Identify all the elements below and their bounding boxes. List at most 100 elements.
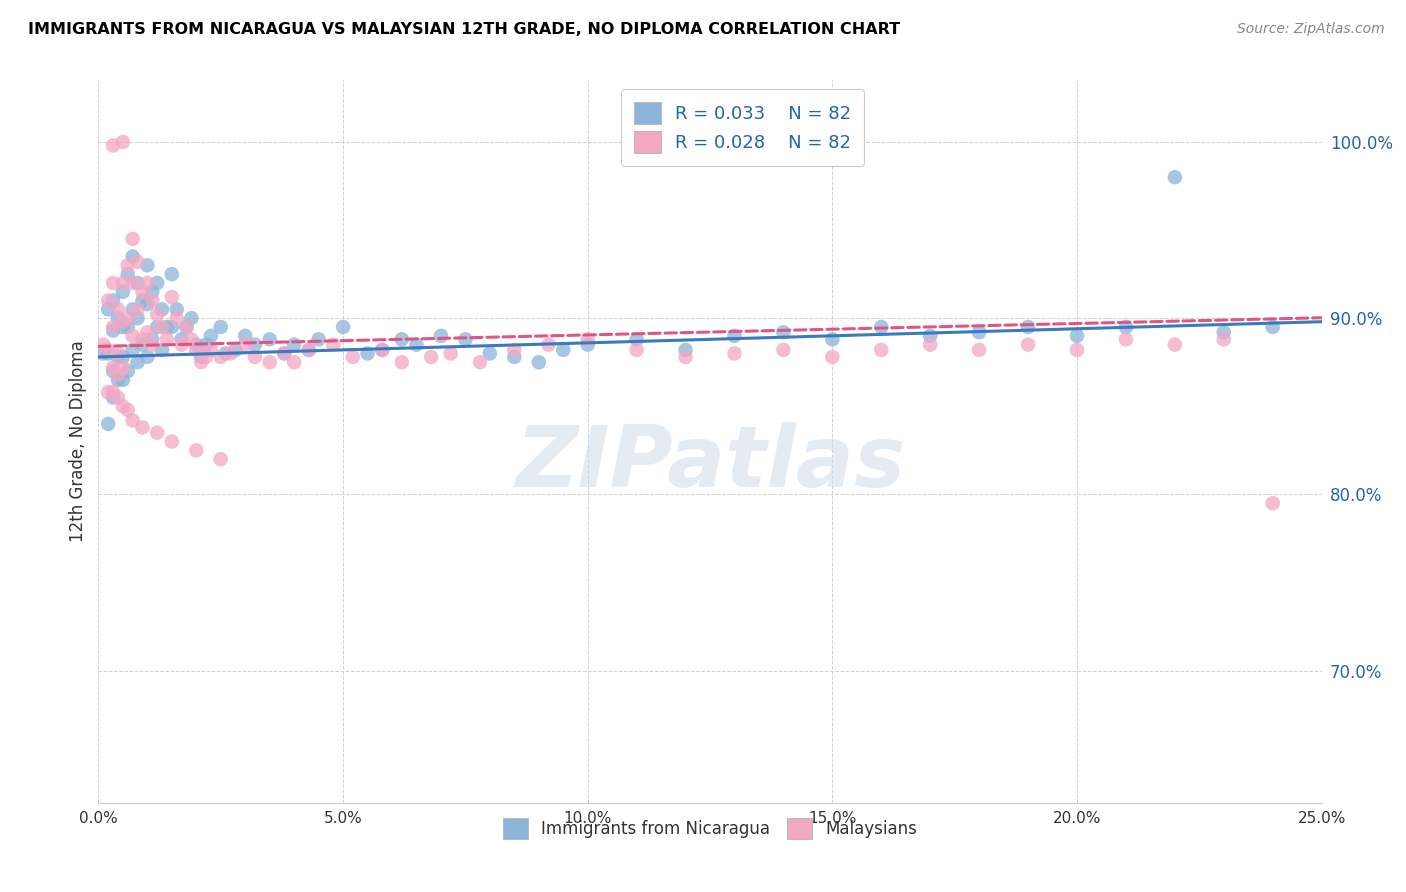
Point bbox=[111, 320, 134, 334]
Point bbox=[131, 293, 153, 308]
Point bbox=[224, 343, 246, 357]
Point bbox=[1261, 496, 1284, 510]
Point bbox=[127, 254, 149, 268]
Point bbox=[131, 332, 153, 346]
Point bbox=[101, 324, 124, 338]
Point bbox=[821, 350, 844, 364]
Point bbox=[111, 276, 134, 290]
Point bbox=[1115, 320, 1137, 334]
Point bbox=[121, 276, 143, 290]
Point bbox=[146, 425, 169, 440]
Point bbox=[503, 350, 526, 364]
Point bbox=[141, 293, 163, 308]
Point bbox=[332, 320, 354, 334]
Point bbox=[156, 320, 179, 334]
Point bbox=[553, 343, 575, 357]
Point bbox=[200, 343, 222, 357]
Point bbox=[440, 346, 463, 360]
Point bbox=[111, 373, 134, 387]
Point bbox=[527, 355, 550, 369]
Point bbox=[243, 350, 266, 364]
Point bbox=[121, 413, 143, 427]
Point bbox=[141, 332, 163, 346]
Point bbox=[537, 337, 560, 351]
Point bbox=[430, 328, 453, 343]
Point bbox=[107, 346, 129, 360]
Point bbox=[298, 343, 321, 357]
Point bbox=[478, 346, 501, 360]
Point bbox=[1066, 343, 1088, 357]
Point bbox=[273, 346, 295, 360]
Point bbox=[91, 346, 114, 360]
Point bbox=[141, 337, 163, 351]
Point bbox=[1066, 328, 1088, 343]
Point bbox=[101, 360, 124, 375]
Point bbox=[675, 350, 697, 364]
Point bbox=[111, 135, 134, 149]
Point bbox=[723, 346, 745, 360]
Point bbox=[405, 337, 427, 351]
Point bbox=[111, 399, 134, 413]
Point bbox=[121, 328, 143, 343]
Point bbox=[342, 350, 364, 364]
Point bbox=[127, 302, 149, 317]
Point bbox=[170, 337, 193, 351]
Point bbox=[454, 332, 477, 346]
Point bbox=[127, 355, 149, 369]
Point bbox=[576, 337, 599, 351]
Point bbox=[186, 343, 208, 357]
Point bbox=[259, 355, 281, 369]
Point bbox=[176, 320, 198, 334]
Point bbox=[176, 320, 198, 334]
Point bbox=[146, 276, 169, 290]
Point bbox=[186, 337, 208, 351]
Point bbox=[626, 343, 648, 357]
Point bbox=[121, 302, 143, 317]
Point bbox=[322, 337, 344, 351]
Point bbox=[101, 320, 124, 334]
Point bbox=[131, 337, 153, 351]
Point bbox=[121, 250, 143, 264]
Point bbox=[195, 337, 218, 351]
Point bbox=[1164, 337, 1187, 351]
Point bbox=[97, 385, 120, 400]
Point bbox=[136, 276, 159, 290]
Point bbox=[117, 320, 139, 334]
Point bbox=[101, 364, 124, 378]
Text: IMMIGRANTS FROM NICARAGUA VS MALAYSIAN 12TH GRADE, NO DIPLOMA CORRELATION CHART: IMMIGRANTS FROM NICARAGUA VS MALAYSIAN 1… bbox=[28, 22, 900, 37]
Point bbox=[127, 311, 149, 326]
Point bbox=[190, 350, 212, 364]
Point bbox=[121, 343, 143, 357]
Point bbox=[101, 385, 124, 400]
Point bbox=[117, 258, 139, 272]
Point bbox=[111, 285, 134, 299]
Point bbox=[97, 343, 120, 357]
Point bbox=[420, 350, 443, 364]
Point bbox=[107, 373, 129, 387]
Point bbox=[107, 368, 129, 382]
Point bbox=[967, 343, 990, 357]
Point bbox=[870, 320, 893, 334]
Point bbox=[233, 337, 256, 351]
Point bbox=[136, 350, 159, 364]
Point bbox=[920, 337, 942, 351]
Point bbox=[1164, 170, 1187, 185]
Point bbox=[166, 311, 188, 326]
Point bbox=[219, 346, 242, 360]
Point bbox=[107, 311, 129, 326]
Point bbox=[200, 328, 222, 343]
Point bbox=[170, 332, 193, 346]
Point bbox=[111, 315, 134, 329]
Point bbox=[97, 293, 120, 308]
Point bbox=[391, 332, 413, 346]
Point bbox=[308, 332, 330, 346]
Point bbox=[190, 355, 212, 369]
Point bbox=[101, 391, 124, 405]
Point bbox=[209, 452, 232, 467]
Point bbox=[967, 326, 990, 340]
Point bbox=[772, 343, 794, 357]
Point bbox=[1115, 332, 1137, 346]
Point bbox=[195, 350, 218, 364]
Point bbox=[117, 267, 139, 281]
Point bbox=[391, 355, 413, 369]
